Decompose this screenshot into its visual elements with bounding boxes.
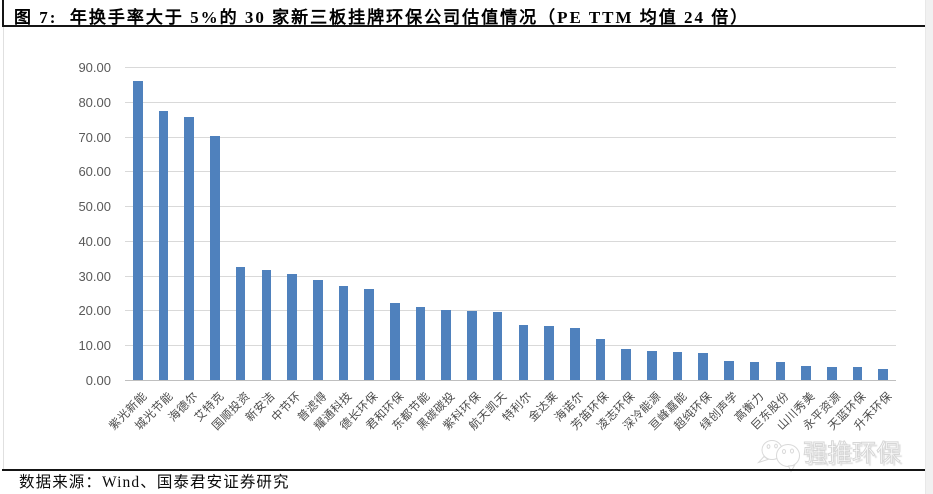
bar-国顺投资: [235, 267, 246, 381]
bar-凌志环保: [621, 348, 631, 381]
gridline: [125, 101, 896, 103]
gridline: [125, 310, 896, 312]
bar-海诺尔: [569, 327, 580, 381]
bar-东都节能: [415, 307, 426, 381]
bar-高衡力: [749, 362, 760, 381]
y-axis-tick-label: 20.00: [78, 303, 111, 319]
bar-山川秀美: [801, 365, 811, 381]
footer-divider-line: [2, 469, 925, 471]
y-axis-tick-label: 60.00: [78, 164, 111, 180]
bar-黑碳碳投: [441, 309, 452, 381]
data-source-note: 数据来源：Wind、国泰君安证券研究: [19, 474, 290, 491]
bar-艾特克: [210, 136, 220, 381]
bar-绿创声学: [724, 361, 734, 381]
y-axis-tick-label: 50.00: [78, 199, 111, 215]
gridline: [125, 275, 896, 277]
y-axis-tick-label: 70.00: [78, 129, 111, 145]
bar-超纯环保: [698, 353, 709, 381]
wechat-bubbles-icon: [756, 440, 800, 473]
bar-海德尔: [184, 116, 195, 381]
x-axis-line: [125, 380, 896, 381]
bar-紫科环保: [467, 310, 477, 381]
y-axis-tick-label: 0.00: [85, 373, 111, 388]
bar-德长环保: [364, 288, 374, 381]
gridline: [125, 240, 896, 242]
bar-城光节能: [158, 110, 169, 381]
figure-title: 图 7: 年换手率大于 5%的 30 家新三板挂牌环保公司估值情况（PE TTM…: [14, 8, 750, 27]
bar-航天凯天: [492, 312, 503, 381]
bar-亘峰嘉能: [672, 351, 683, 381]
y-axis-tick-label: 10.00: [78, 338, 111, 354]
bar-中节环: [287, 274, 297, 381]
scrollbar-track[interactable]: [925, 0, 933, 494]
bar-新安洁: [261, 270, 272, 381]
bar-耀通科技: [338, 285, 349, 381]
bar-紫光新能: [133, 81, 143, 381]
figure-left-border: [3, 27, 4, 470]
bar-永平资源: [826, 366, 837, 381]
bar-金达莱: [544, 325, 554, 381]
bar-特利尔: [518, 324, 529, 381]
bar-君和环保: [390, 303, 400, 381]
y-axis-tick-label: 30.00: [78, 268, 111, 284]
bar-天蓝环保: [852, 366, 863, 381]
gridline: [125, 171, 896, 173]
gridline: [125, 345, 896, 347]
watermark: 强推环保: [752, 433, 912, 473]
bar-深冷能源: [647, 350, 657, 381]
bar-芳笛环保: [595, 339, 606, 381]
watermark-text: 强推环保: [803, 440, 902, 467]
y-axis-tick-label: 90.00: [78, 60, 111, 75]
y-axis-tick-label: 40.00: [78, 233, 111, 249]
bar-普滤得: [312, 279, 323, 381]
gridline: [125, 206, 896, 208]
bar-升禾环保: [878, 369, 888, 381]
gridline: [125, 67, 896, 68]
title-left-border: [2, 0, 4, 25]
title-divider-line: [2, 25, 925, 27]
gridline: [125, 136, 896, 138]
bar-巨东股份: [775, 362, 786, 381]
y-axis-tick-label: 80.00: [78, 94, 111, 110]
